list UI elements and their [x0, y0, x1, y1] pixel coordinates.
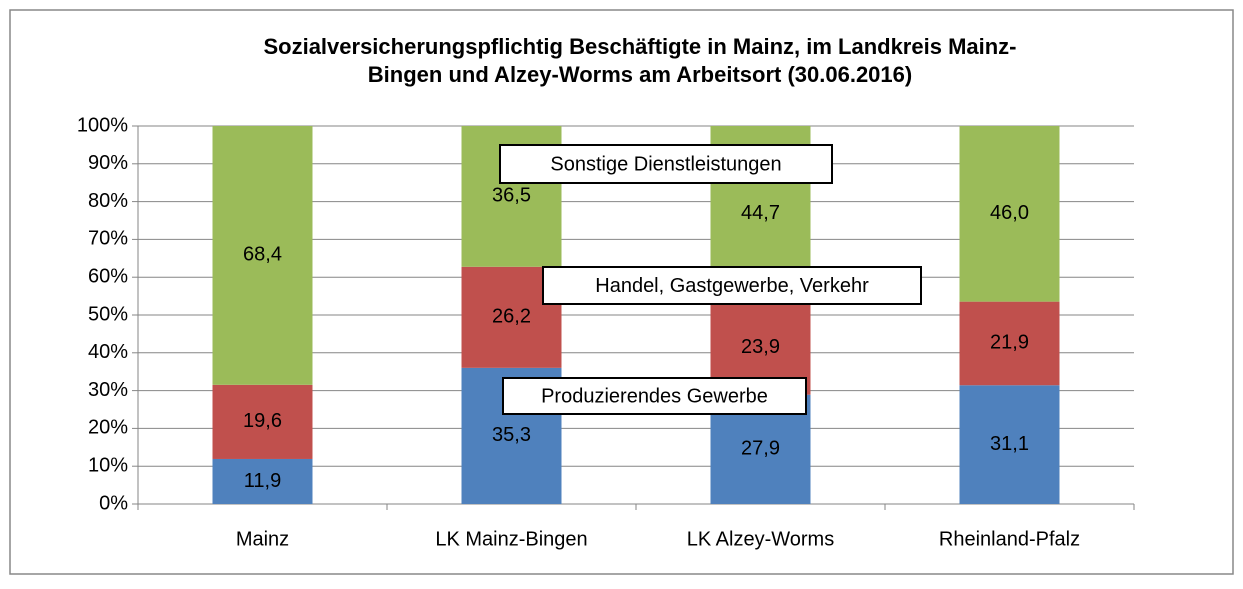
data-label: 11,9 — [244, 470, 281, 492]
data-label: 26,2 — [492, 306, 531, 328]
y-tick-label: 100% — [77, 114, 128, 136]
bar-segment — [212, 458, 313, 504]
data-label: 35,3 — [492, 424, 531, 446]
x-tick-label: LK Mainz-Bingen — [435, 528, 587, 550]
chart-title: Sozialversicherungspflichtig Beschäftigt… — [263, 34, 1016, 59]
bar-segment — [959, 301, 1060, 386]
x-tick-label: LK Alzey-Worms — [687, 528, 834, 550]
data-label: 44,7 — [741, 202, 780, 224]
y-tick-label: 0% — [99, 492, 128, 514]
y-tick-label: 90% — [88, 152, 128, 174]
y-tick-label: 50% — [88, 303, 128, 325]
y-tick-label: 10% — [88, 454, 128, 476]
x-tick-label: Mainz — [236, 528, 289, 550]
bar-segment — [212, 384, 313, 459]
y-tick-label: 30% — [88, 379, 128, 401]
annotation-box — [499, 144, 833, 184]
annotation: Produzierendes Gewerbe — [541, 385, 768, 407]
y-tick-label: 70% — [88, 228, 128, 250]
data-label: 31,1 — [990, 433, 1029, 455]
bar-segment — [212, 126, 313, 385]
data-label: 19,6 — [243, 410, 282, 432]
data-label: 23,9 — [741, 336, 780, 358]
data-label: 46,0 — [990, 202, 1029, 224]
chart-title: Bingen und Alzey-Worms am Arbeitsort (30… — [368, 62, 912, 87]
y-tick-label: 40% — [88, 341, 128, 363]
x-tick-label: Rheinland-Pfalz — [939, 528, 1080, 550]
bar-segment — [959, 385, 1060, 504]
annotation: Sonstige Dienstleistungen — [550, 153, 781, 175]
data-label: 21,9 — [990, 332, 1029, 354]
data-label: 27,9 — [741, 438, 780, 460]
annotation-box — [542, 266, 922, 305]
annotation: Handel, Gastgewerbe, Verkehr — [595, 275, 869, 297]
data-label: 68,4 — [243, 244, 282, 266]
y-tick-label: 60% — [88, 265, 128, 287]
annotation-box — [502, 377, 807, 415]
y-tick-label: 20% — [88, 417, 128, 439]
y-tick-label: 80% — [88, 190, 128, 212]
data-label: 36,5 — [492, 185, 531, 207]
bar-segment — [959, 126, 1060, 302]
